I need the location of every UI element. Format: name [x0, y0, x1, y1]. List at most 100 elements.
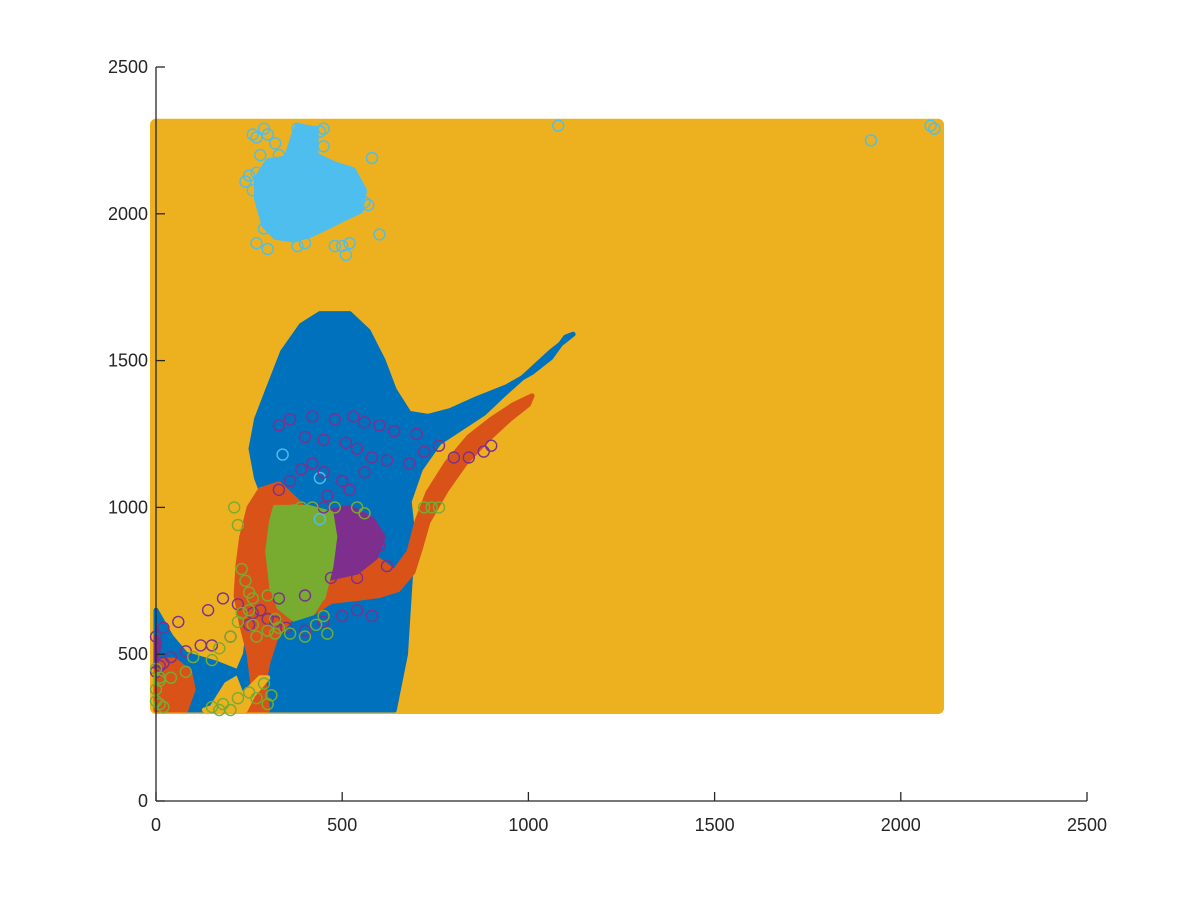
data-point	[250, 236, 263, 250]
data-point	[205, 700, 219, 714]
data-point	[447, 451, 461, 464]
x-tick-label: 2000	[881, 815, 921, 835]
data-point	[365, 151, 379, 165]
data-point	[309, 559, 323, 573]
data-point	[216, 697, 230, 711]
data-point	[272, 148, 286, 162]
data-point	[272, 592, 286, 605]
data-point	[235, 562, 248, 576]
data-point	[153, 671, 166, 684]
data-point	[250, 131, 263, 144]
data-point	[864, 134, 878, 147]
data-point	[365, 609, 379, 623]
data-point	[417, 445, 431, 458]
data-point	[250, 166, 263, 179]
data-point	[317, 140, 330, 153]
x-tick-label: 500	[327, 815, 357, 835]
data-point	[250, 692, 263, 705]
data-point	[194, 639, 207, 652]
data-point	[306, 410, 319, 423]
data-point	[257, 677, 271, 690]
data-point	[380, 559, 394, 573]
data-point	[432, 439, 446, 452]
data-point	[272, 483, 286, 496]
data-point	[425, 501, 438, 514]
data-point	[928, 122, 941, 135]
data-point	[283, 474, 297, 488]
data-point	[403, 457, 416, 470]
data-point	[164, 650, 178, 664]
data-point	[261, 128, 274, 141]
data-point	[350, 604, 364, 617]
data-point	[291, 122, 304, 135]
data-point	[388, 424, 401, 438]
data-point	[179, 665, 193, 678]
data-point	[276, 448, 289, 461]
data-point	[287, 504, 300, 517]
data-point	[261, 624, 274, 637]
data-point	[321, 627, 334, 640]
data-point	[298, 430, 312, 444]
data-point	[261, 589, 274, 602]
data-point	[306, 501, 319, 514]
x-tick-label: 1000	[508, 815, 548, 835]
data-point	[227, 501, 241, 514]
y-tick-label: 2500	[108, 57, 148, 77]
data-point	[358, 466, 371, 479]
data-point	[216, 592, 230, 605]
data-point	[350, 571, 364, 585]
data-point	[358, 195, 371, 209]
data-point	[432, 501, 446, 514]
x-tick-label: 0	[151, 815, 161, 835]
data-point	[328, 501, 341, 514]
data-point	[485, 439, 498, 452]
data-point	[269, 627, 282, 640]
data-point	[224, 703, 237, 717]
data-point	[269, 163, 282, 177]
data-point	[231, 518, 245, 532]
data-point	[298, 630, 312, 643]
data-point	[246, 128, 260, 141]
data-point	[350, 442, 364, 455]
data-point	[283, 413, 297, 426]
ticks: 0 500 1000 1500 2000 2500 0 500 1000 1500 2000 2500	[108, 57, 1107, 835]
data-point	[246, 618, 260, 631]
data-point	[317, 615, 330, 629]
y-tick-label: 1000	[108, 497, 148, 517]
data-point	[336, 239, 349, 253]
data-point	[272, 559, 286, 573]
axes	[155, 67, 1087, 802]
data-point	[231, 692, 245, 705]
data-point	[317, 609, 330, 623]
data-point	[362, 198, 375, 212]
data-point	[250, 630, 263, 643]
data-point	[272, 419, 286, 432]
data-point	[283, 627, 297, 640]
data-point	[246, 592, 260, 605]
data-point	[153, 697, 166, 711]
data-point	[186, 650, 200, 664]
data-point	[410, 427, 423, 441]
data-point	[224, 630, 237, 643]
data-point	[306, 577, 319, 590]
data-point	[365, 451, 379, 464]
data-point	[254, 148, 267, 162]
data-point	[261, 612, 274, 626]
data-point	[552, 119, 565, 132]
data-point	[313, 512, 327, 526]
data-point	[295, 463, 308, 476]
data-point	[317, 466, 330, 479]
data-point	[205, 653, 219, 667]
data-point	[213, 642, 226, 655]
data-point	[298, 236, 312, 250]
data-point	[328, 413, 341, 426]
data-point	[201, 604, 215, 617]
data-point	[313, 589, 327, 602]
data-point	[336, 474, 349, 488]
data-point	[283, 515, 297, 529]
data-point	[373, 539, 386, 552]
data-point	[358, 416, 371, 429]
data-point	[261, 213, 274, 226]
data-point	[239, 574, 252, 587]
region-cyan	[254, 123, 367, 243]
